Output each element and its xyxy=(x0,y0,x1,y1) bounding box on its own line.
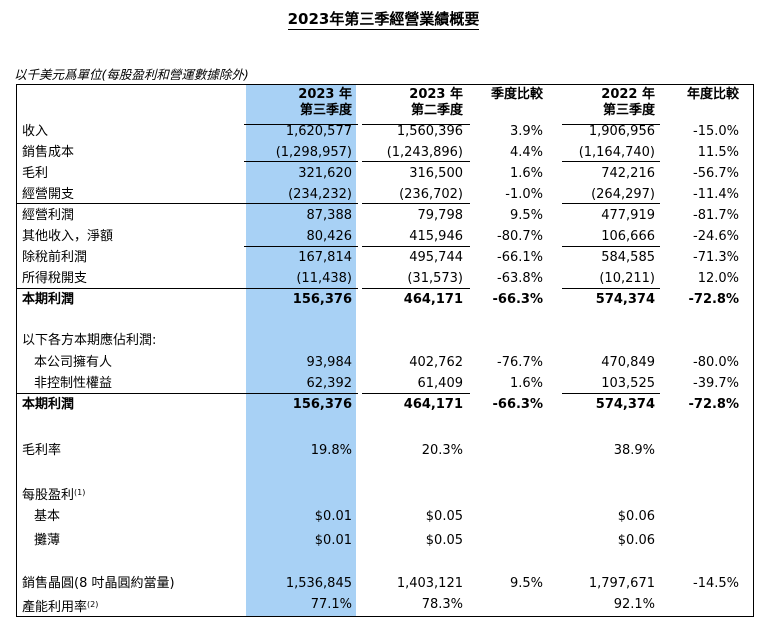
subtotal-rule xyxy=(562,161,660,162)
subtotal-rule xyxy=(362,203,470,204)
header-2023-q3: 2023 年第三季度 xyxy=(298,87,352,118)
header-2023-q2: 2023 年第二季度 xyxy=(409,87,463,118)
total-rule xyxy=(16,288,358,289)
table-row-total: 本期利潤 156,376 464,171 -66.3% 574,374 -72.8% xyxy=(22,292,739,307)
header-rule xyxy=(362,124,470,125)
table-row: 所得稅開支 (11,438) (31,573) -63.8% (10,211) 12.0% xyxy=(22,271,739,286)
unit-note: 以千美元爲單位(每股盈利和營運數據除外) xyxy=(14,67,249,82)
subtotal-rule xyxy=(244,161,358,162)
table-row: 除稅前利潤 167,814 495,744 -66.1% 584,585 -71.3% xyxy=(22,250,739,265)
header-rule xyxy=(244,124,358,125)
table-row: 基本 $0.01 $0.05 $0.06 xyxy=(34,509,655,524)
table-row: 收入 1,620,577 1,560,396 3.9% 1,906,956 -15.0% xyxy=(22,124,739,139)
table-row: 非控制性權益 62,392 61,409 1.6% 103,525 -39.7% xyxy=(34,376,739,391)
table-row: 攤薄 $0.01 $0.05 $0.06 xyxy=(34,533,655,548)
table-row-total: 本期利潤 156,376 464,171 -66.3% 574,374 -72.8% xyxy=(22,397,739,412)
table-frame xyxy=(16,84,754,617)
table-header: 2023 年第三季度 2023 年第二季度 季度比較 2022 年第三季度 年度… xyxy=(16,87,754,127)
subtotal-rule xyxy=(362,161,470,162)
header-qoq: 季度比較 xyxy=(490,87,543,102)
results-table: 2023 年第三季度 2023 年第二季度 季度比較 2022 年第三季度 年度… xyxy=(16,84,754,617)
table-row: 本公司擁有人 93,984 402,762 -76.7% 470,849 -80.0% xyxy=(34,355,739,370)
subtotal-rule xyxy=(562,246,660,247)
total-rule xyxy=(362,393,470,394)
table-row: 毛利 321,620 316,500 1.6% 742,216 -56.7% xyxy=(22,166,739,181)
total-rule xyxy=(362,288,470,289)
subtotal-rule xyxy=(362,246,470,247)
header-2022-q3: 2022 年第三季度 xyxy=(601,87,655,118)
table-row: 經營利潤 87,388 79,798 9.5% 477,919 -81.7% xyxy=(22,208,739,223)
section-heading: 以下各方本期應佔利潤: xyxy=(22,333,157,348)
current-quarter-highlight xyxy=(246,84,356,617)
total-rule xyxy=(16,393,358,394)
report-title: 2023年第三季經營業績概要 xyxy=(287,10,480,30)
header-yoy: 年度比較 xyxy=(686,87,739,102)
table-row: 其他收入，淨額 80,426 415,946 -80.7% 106,666 -24.6% xyxy=(22,229,739,244)
total-rule xyxy=(562,288,660,289)
table-row: 銷售成本 (1,298,957) (1,243,896) 4.4% (1,164,740… xyxy=(22,145,739,160)
section-heading: 每股盈利(1) xyxy=(22,488,86,503)
table-row: 銷售晶圓(8 吋晶圓約當量) 1,536,845 1,403,121 9.5% 1,79… xyxy=(22,576,739,591)
subtotal-rule xyxy=(16,203,358,204)
table-row: 毛利率 19.8% 20.3% 38.9% xyxy=(22,443,655,458)
header-rule xyxy=(562,124,660,125)
subtotal-rule xyxy=(562,203,660,204)
table-row: 產能利用率(2) 77.1% 78.3% 92.1% xyxy=(22,597,655,615)
subtotal-rule xyxy=(244,246,358,247)
table-row: 經營開支 (234,232) (236,702) -1.0% (264,297) -11.… xyxy=(22,187,739,202)
total-rule xyxy=(562,393,660,394)
